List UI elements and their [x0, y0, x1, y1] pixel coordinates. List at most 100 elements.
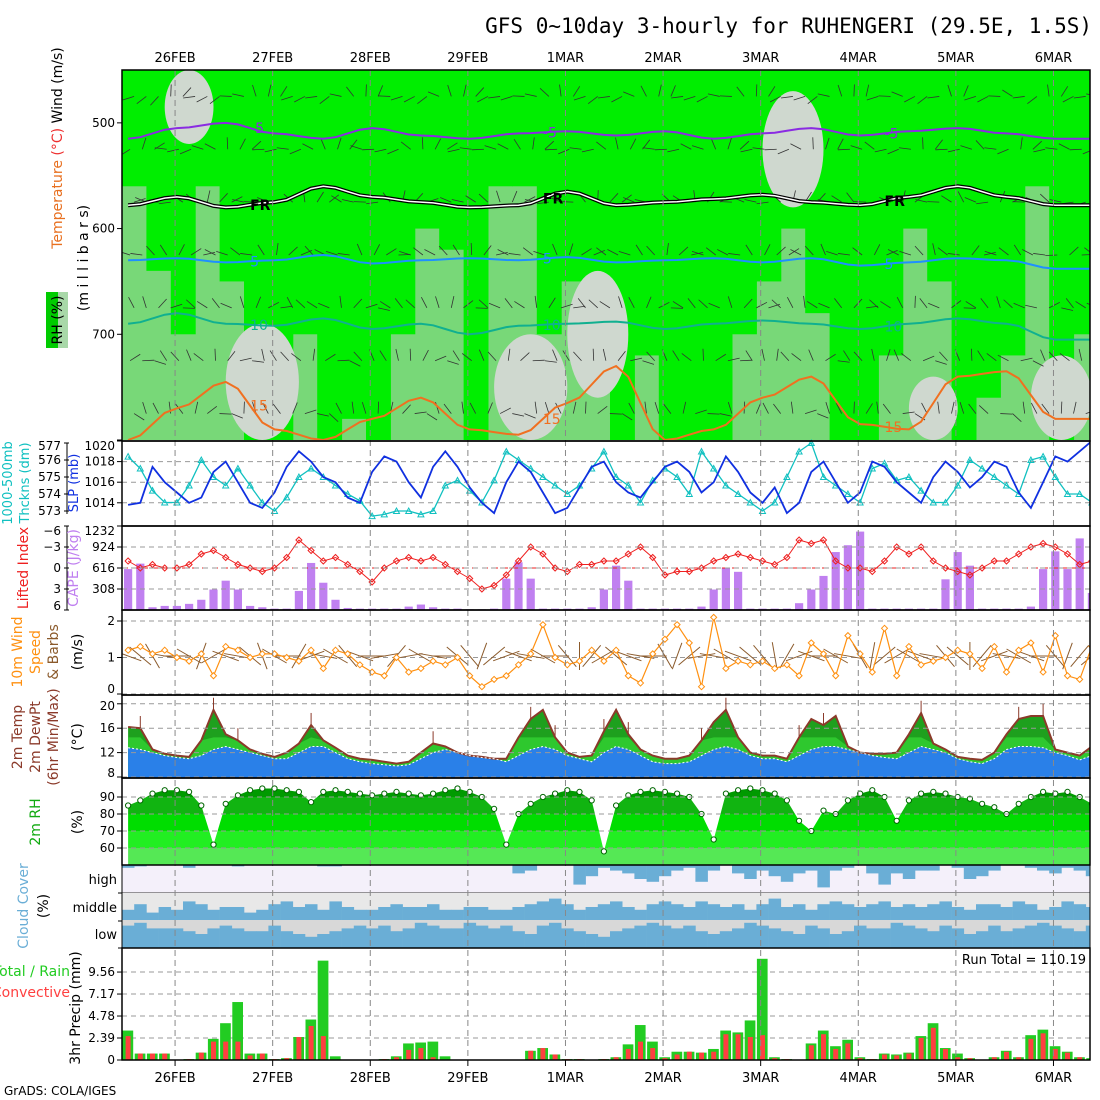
- wind-barb: [739, 646, 762, 666]
- cloud-bar-middle: [292, 907, 306, 921]
- wind-barb: [596, 141, 607, 150]
- lifted-index-point: [319, 557, 328, 565]
- wind-barb: [997, 148, 1009, 155]
- cloud-bar-low: [317, 934, 330, 948]
- rh-point: [979, 800, 986, 807]
- cloud-bar-low: [1037, 922, 1050, 948]
- cloud-bar-high: [817, 865, 830, 888]
- cloud-bar-low: [1061, 928, 1074, 948]
- lifted-index-point: [307, 546, 315, 555]
- cloud-bar-low: [146, 928, 159, 948]
- wind-barb: [617, 350, 626, 361]
- lifted-index-point: [539, 550, 547, 558]
- wind-barb: [705, 247, 716, 256]
- precip-convective-bar: [955, 1057, 961, 1060]
- cloud-bar-low: [719, 931, 733, 948]
- cloud-bar-low: [244, 931, 257, 948]
- wind-speed-point: [1063, 672, 1072, 680]
- lifted-index-point: [124, 557, 132, 565]
- cloud-bar-low: [439, 928, 452, 948]
- thickness-point: [429, 506, 437, 514]
- wind-barb: [378, 307, 390, 311]
- thickness-point: [600, 447, 608, 455]
- cape-bar: [148, 607, 157, 610]
- lifted-index-point: [636, 543, 645, 551]
- precip-convective-bar: [1040, 1033, 1046, 1060]
- cloud-bar-high: [829, 865, 843, 871]
- wind-barb: [1093, 349, 1094, 361]
- cloud-bar-high: [622, 865, 635, 874]
- rh-point: [308, 799, 315, 806]
- thickness-point: [551, 481, 559, 489]
- thickness-point: [258, 498, 267, 506]
- wind-barb: [386, 248, 397, 256]
- wind-barb: [552, 243, 558, 256]
- wind-barb: [497, 143, 509, 150]
- wind-barb: [1041, 403, 1050, 414]
- cloud-bar-low: [1073, 931, 1087, 948]
- freezing-level-line-inner: [128, 185, 1090, 209]
- wind-barb: [356, 243, 363, 256]
- wind-barb: [226, 137, 229, 150]
- wind-barb: [230, 247, 241, 256]
- wind-barb: [280, 351, 289, 361]
- lifted-index-point: [392, 557, 401, 565]
- rh-dry-region: [567, 270, 629, 398]
- wind-barb: [780, 96, 793, 99]
- rh-moist-region: [707, 70, 733, 440]
- cloud-bar-middle: [793, 904, 806, 921]
- wind-barb: [779, 643, 795, 669]
- wind-barb: [1085, 411, 1090, 414]
- wind-barb: [671, 642, 683, 670]
- contour-label-p15: 15: [885, 420, 903, 436]
- lifted-index-point: [905, 550, 913, 558]
- wind-barb: [654, 402, 660, 414]
- wind-speed-point: [319, 664, 328, 673]
- precip-convective-bar: [137, 1053, 143, 1060]
- wind-barb: [1039, 193, 1050, 203]
- lifted-index-point: [417, 557, 425, 565]
- wind-barb: [808, 349, 814, 361]
- wind-barb: [421, 137, 424, 150]
- wind-barb: [611, 96, 623, 103]
- wind-barb: [129, 353, 141, 362]
- wind-barb: [142, 296, 147, 308]
- wind-barb: [434, 355, 447, 362]
- cloud-bar-middle: [170, 909, 184, 921]
- wind-barb: [977, 96, 989, 103]
- rh-band: [128, 848, 1090, 865]
- wind-barb: [548, 297, 556, 309]
- lifted-index-point: [258, 567, 267, 576]
- cloud-bar-middle: [219, 907, 233, 921]
- thickness-point: [307, 464, 315, 472]
- thickness-point: [624, 481, 633, 489]
- axis-title: (m i l l i b a r s): [76, 205, 92, 311]
- wind-speed-point: [697, 682, 706, 691]
- x-tick-label-bottom: 28FEB: [350, 1071, 391, 1086]
- rh-moist-region: [463, 70, 489, 440]
- wind-barb: [837, 84, 843, 97]
- cloud-bar-low: [414, 922, 428, 948]
- wind-barb: [136, 96, 147, 105]
- wind-barb: [1003, 299, 1013, 309]
- wind-barb: [133, 413, 145, 421]
- precip-convective-bar: [625, 1048, 631, 1060]
- y-tick-label: 0: [107, 682, 115, 696]
- wind-barb: [500, 96, 513, 101]
- wind-barb: [654, 148, 667, 151]
- wind-barb: [304, 245, 314, 256]
- wind-barb: [727, 137, 732, 150]
- cloud-bar-high: [927, 865, 940, 871]
- precip-convective-bar: [845, 1043, 851, 1060]
- cloud-bar-high: [610, 865, 623, 871]
- wind-barb: [1073, 96, 1086, 99]
- axis-title: CAPE (J/kg): [66, 529, 82, 607]
- wind-barb: [592, 348, 595, 361]
- wind-barb: [573, 305, 586, 309]
- rh-point: [161, 787, 168, 794]
- cloud-bar-high: [1061, 865, 1074, 868]
- cloud-bar-low: [183, 931, 196, 948]
- wind-barb: [417, 96, 428, 105]
- rh-moist-region: [951, 70, 977, 440]
- precip-convective-bar: [882, 1054, 887, 1060]
